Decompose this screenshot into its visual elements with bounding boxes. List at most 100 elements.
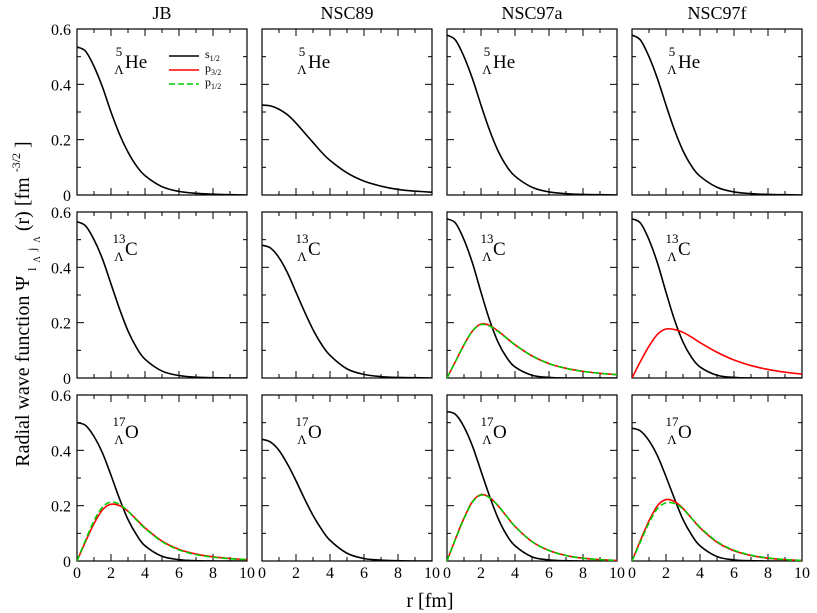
y-tick-label: 0	[63, 554, 71, 571]
nucleus-label: 5 Λ He	[667, 44, 700, 77]
panel-frame	[446, 394, 618, 562]
panel-nsc97a-row2: 13 Λ C	[446, 211, 618, 379]
panel-jb-row2: 0 0.2 0.4 0.6 13 Λ C	[51, 205, 248, 388]
panel-frame	[446, 28, 618, 196]
legend-label-sub: 3/2	[211, 68, 221, 77]
nucleus-mass: 17	[481, 414, 495, 429]
x-tick-label: 6	[545, 565, 553, 582]
y-tick-label: 0	[63, 188, 71, 205]
panel-nsc89-row2: 13 Λ C	[261, 211, 433, 379]
series-line-s1-2	[632, 427, 802, 561]
nucleus-mass: 5	[299, 44, 306, 59]
y-tick-label: 0.6	[51, 205, 71, 222]
series-line-p3-2	[77, 503, 247, 561]
y-axis-label-sub-j: j	[25, 248, 39, 252]
y-tick-label: 0	[63, 371, 71, 388]
panel-nsc89-row1: 5 Λ He	[261, 28, 433, 196]
panel-nsc97f-row2: 13 Λ C	[631, 211, 803, 379]
x-tick-label: 4	[326, 565, 334, 582]
nucleus-symbol: O	[493, 422, 507, 443]
nucleus-symbol: O	[125, 422, 139, 443]
nucleus-lambda: Λ	[297, 432, 307, 447]
legend-label-sub: 1/2	[211, 82, 221, 91]
panel-jb-row3: 0 0.2 0.4 0.6 0 2 4 6 8 10 17 Λ O	[51, 388, 255, 582]
y-tick-label: 0.6	[51, 388, 71, 405]
nucleus-symbol: C	[493, 239, 506, 260]
legend-label-sub: 1/2	[210, 54, 220, 63]
nucleus-mass: 5	[116, 44, 123, 59]
y-tick-label: 0.6	[51, 22, 71, 39]
series-line-s1-2	[262, 244, 432, 378]
y-axis-label: Radial wave function Ψ l Λ j Λ (r) [fm -…	[9, 141, 42, 466]
nucleus-label: 13 Λ C	[296, 231, 321, 264]
nucleus-mass: 17	[666, 414, 680, 429]
y-tick-label: 0.4	[51, 260, 71, 277]
y-axis-label-exponent: -3/2	[9, 153, 23, 172]
panel-frame	[631, 28, 803, 196]
series-line-p1-2	[447, 494, 617, 561]
nucleus-lambda: Λ	[667, 62, 677, 77]
series-line-p1-2	[447, 323, 617, 378]
nucleus-mass: 17	[296, 414, 310, 429]
nucleus-label: 17 Λ O	[666, 414, 692, 447]
series-line-s1-2	[447, 410, 617, 561]
y-axis-label-rest: (r) [fm	[12, 177, 34, 231]
nucleus-symbol: He	[678, 52, 700, 73]
nucleus-label: 13 Λ C	[113, 231, 138, 264]
series-line-s1-2	[447, 218, 617, 378]
panel-frame	[261, 211, 433, 379]
x-tick-label: 2	[477, 565, 485, 582]
nucleus-lambda: Λ	[667, 249, 677, 264]
nucleus-mass: 13	[113, 231, 126, 246]
nucleus-lambda: Λ	[482, 432, 492, 447]
nucleus-symbol: O	[308, 422, 322, 443]
x-tick-label: 8	[764, 565, 772, 582]
nucleus-label: 17 Λ O	[296, 414, 322, 447]
series-line-s1-2	[77, 46, 247, 195]
y-axis-label-subsub-c: Λ	[32, 236, 42, 243]
nucleus-lambda: Λ	[297, 249, 307, 264]
nucleus-lambda: Λ	[114, 432, 124, 447]
y-tick-label: 0.4	[51, 77, 71, 94]
nucleus-mass: 5	[669, 44, 676, 59]
panel-frame	[261, 28, 433, 196]
x-tick-label: 8	[209, 565, 217, 582]
series-line-s1-2	[632, 34, 802, 195]
x-tick-label: 0	[73, 565, 81, 582]
nucleus-symbol: He	[308, 52, 330, 73]
x-tick-label: 2	[107, 565, 115, 582]
nucleus-lambda: Λ	[297, 62, 307, 77]
x-tick-label: 2	[292, 565, 300, 582]
nucleus-symbol: O	[678, 422, 692, 443]
series-line-s1-2	[77, 220, 247, 378]
y-axis-label-subsub-a: Λ	[32, 256, 42, 263]
nucleus-lambda: Λ	[482, 62, 492, 77]
nucleus-label: 17 Λ O	[481, 414, 507, 447]
x-tick-label: 10	[794, 565, 810, 582]
nucleus-label: 13 Λ C	[666, 231, 691, 264]
column-title-jb: JB	[152, 3, 171, 23]
y-tick-label: 0.2	[51, 499, 71, 516]
panel-frame	[261, 394, 433, 562]
nucleus-label: 17 Λ O	[113, 414, 139, 447]
nucleus-label: 5 Λ He	[297, 44, 330, 77]
nucleus-symbol: He	[125, 52, 147, 73]
nucleus-label: 5 Λ He	[482, 44, 515, 77]
column-title-nsc97a: NSC97a	[501, 3, 562, 23]
panel-nsc97f-row3: 0 2 4 6 8 10 17 Λ O	[628, 394, 810, 582]
series-line-p1-2	[632, 501, 802, 561]
panel-frame	[76, 394, 248, 562]
nucleus-label: 13 Λ C	[481, 231, 506, 264]
y-axis-label-close: ]	[12, 141, 34, 148]
series-line-p1-2	[77, 501, 247, 561]
column-title-nsc89: NSC89	[320, 3, 373, 23]
x-tick-label: 6	[360, 565, 368, 582]
x-tick-label: 0	[258, 565, 266, 582]
series-line-p3-2	[632, 327, 802, 378]
x-tick-label: 4	[696, 565, 704, 582]
column-title-nsc97f: NSC97f	[687, 3, 746, 23]
panel-nsc97a-row3: 0 2 4 6 8 10 17 Λ O	[443, 394, 625, 582]
x-tick-label: 6	[730, 565, 738, 582]
